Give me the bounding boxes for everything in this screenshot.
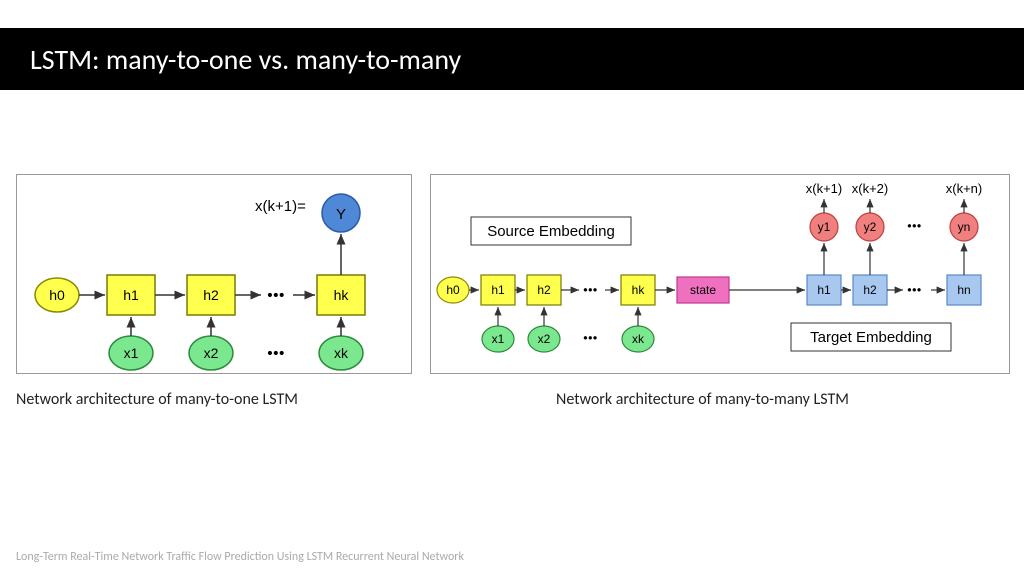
- r-label-hb2: h2: [863, 283, 877, 297]
- label-Y: Y: [336, 206, 346, 223]
- label-h0: h0: [49, 287, 65, 303]
- r-label-x1: x1: [492, 332, 505, 346]
- right-diagram: Source Embedding Target Embedding h0 h1 …: [431, 175, 1011, 375]
- r-label-yn: yn: [958, 220, 971, 234]
- left-panel: h0 h1 h2 hk x1 x2 xk Y x(k+1)= ··· ···: [16, 174, 412, 374]
- r-ellipsis-x: ···: [583, 326, 598, 348]
- r-label-y1: y1: [818, 220, 831, 234]
- label-h2: h2: [203, 287, 219, 303]
- source-embedding-label: Source Embedding: [487, 223, 615, 240]
- top-label-1: x(k+2): [852, 181, 888, 196]
- right-caption: Network architecture of many-to-many LST…: [556, 390, 849, 409]
- r-label-xk: xk: [632, 332, 645, 346]
- label-x2: x2: [204, 345, 219, 361]
- r-label-state: state: [690, 283, 716, 297]
- title-bar: LSTM: many-to-one vs. many-to-many: [0, 28, 1024, 90]
- label-xk: xk: [334, 345, 349, 361]
- left-diagram: h0 h1 h2 hk x1 x2 xk Y x(k+1)= ··· ···: [17, 175, 413, 375]
- slide-title: LSTM: many-to-one vs. many-to-many: [30, 42, 461, 77]
- ellipsis-x: ···: [267, 338, 285, 365]
- output-label: x(k+1)=: [255, 198, 306, 215]
- r-ellipsis-htgt: ···: [907, 278, 922, 300]
- ellipsis-h: ···: [267, 280, 285, 307]
- r-ellipsis-y: ···: [907, 214, 922, 236]
- r-label-hb1: h1: [817, 283, 831, 297]
- r-label-h2: h2: [537, 283, 551, 297]
- target-embedding-label: Target Embedding: [810, 329, 932, 346]
- r-ellipsis-hsrc: ···: [583, 278, 598, 300]
- label-h1: h1: [123, 287, 139, 303]
- footer-citation: Long-Term Real-Time Network Traffic Flow…: [16, 550, 464, 564]
- top-label-0: x(k+1): [806, 181, 842, 196]
- r-label-h0: h0: [446, 283, 460, 297]
- label-x1: x1: [124, 345, 139, 361]
- r-label-h1: h1: [491, 283, 505, 297]
- left-caption: Network architecture of many-to-one LSTM: [16, 390, 298, 409]
- right-panel: Source Embedding Target Embedding h0 h1 …: [430, 174, 1010, 374]
- r-label-hbn: hn: [957, 283, 970, 297]
- top-label-2: x(k+n): [946, 181, 982, 196]
- r-label-y2: y2: [864, 220, 877, 234]
- r-label-hk: hk: [632, 283, 646, 297]
- r-label-x2: x2: [538, 332, 551, 346]
- label-hk: hk: [334, 287, 350, 303]
